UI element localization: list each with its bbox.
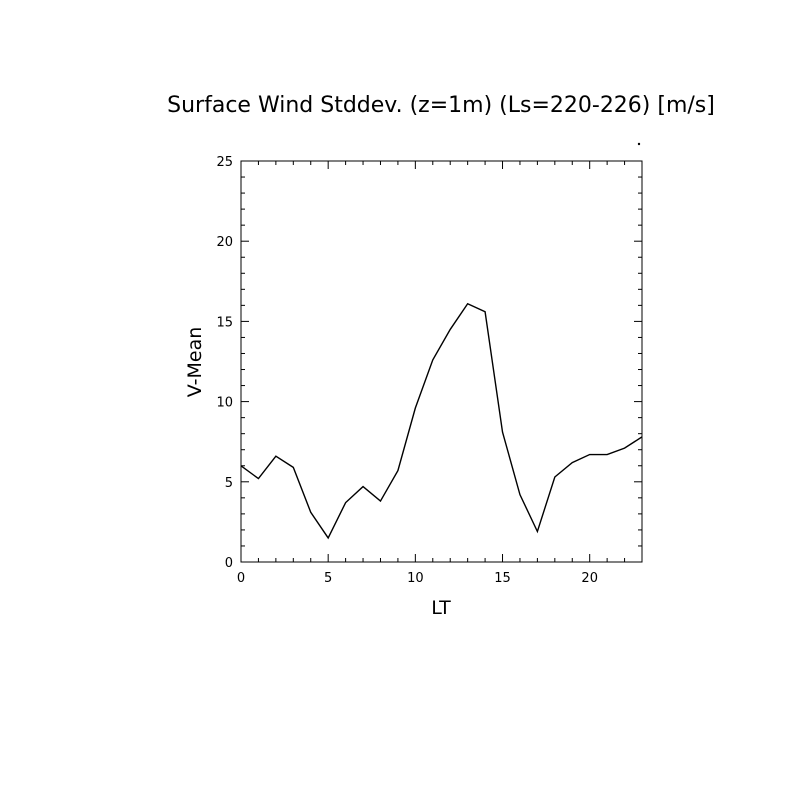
y-tick-label: 25 (216, 155, 233, 170)
series-group (240, 302, 643, 540)
x-axis-label: LT (431, 597, 451, 619)
x-tick-label: 0 (237, 571, 245, 586)
axis-ticks (240, 160, 643, 563)
y-tick-label: 10 (216, 396, 233, 411)
x-tick-labels: 0 5 10 15 20 (237, 571, 598, 586)
y-axis-label: V-Mean (184, 327, 206, 398)
y-tick-label: 15 (216, 315, 233, 330)
y-tick-label: 0 (225, 556, 233, 571)
plot-frame (240, 160, 643, 563)
y-tick-label: 20 (216, 235, 233, 250)
corner-dot (637, 142, 641, 146)
x-tick-label: 10 (407, 571, 424, 586)
x-tick-label: 20 (581, 571, 598, 586)
chart-title: Surface Wind Stddev. (z=1m) (Ls=220-226)… (167, 93, 715, 118)
plot-area: 0 5 10 15 20 0 5 10 15 20 25 (216, 155, 643, 586)
y-tick-labels: 0 5 10 15 20 25 (216, 155, 233, 571)
y-tick-label: 5 (225, 476, 233, 491)
x-tick-label: 5 (324, 571, 332, 586)
x-tick-label: 15 (494, 571, 511, 586)
series-line (240, 302, 643, 540)
